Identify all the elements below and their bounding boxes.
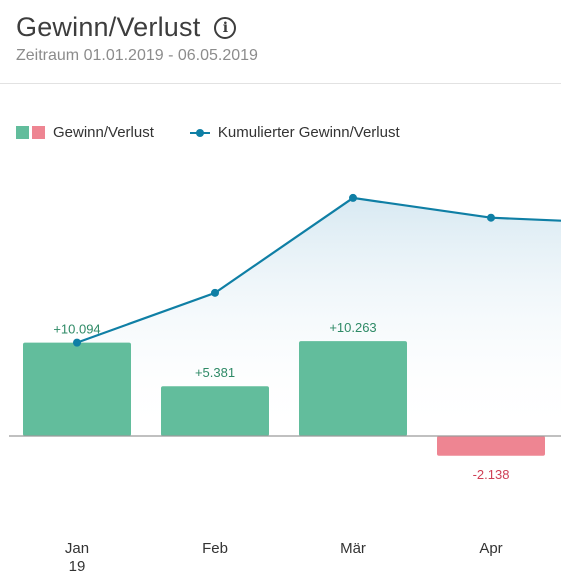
legend-label-line: Kumulierter Gewinn/Verlust bbox=[217, 124, 400, 141]
title-row: Gewinn/Verlust i bbox=[16, 12, 561, 43]
bar-Jan bbox=[23, 342, 131, 436]
bar-value-label: +10.263 bbox=[329, 320, 376, 335]
bar-Apr bbox=[437, 436, 545, 456]
legend-item-line[interactable]: Kumulierter Gewinn/Verlust bbox=[189, 124, 400, 141]
chart-legend: Gewinn/Verlust Kumulierter Gewinn/Verlus… bbox=[16, 124, 400, 141]
bar-Mär bbox=[299, 341, 407, 436]
cumulative-point-Feb bbox=[211, 288, 219, 297]
legend-swatch-negative bbox=[32, 126, 45, 139]
cumulative-point-Mär bbox=[349, 193, 357, 202]
x-tick-label: Feb bbox=[202, 540, 228, 557]
bar-Feb bbox=[161, 386, 269, 436]
chart-title: Gewinn/Verlust bbox=[16, 12, 201, 42]
legend-label-bars: Gewinn/Verlust bbox=[53, 124, 154, 141]
legend-swatch-positive bbox=[16, 126, 29, 139]
legend-swatch-line bbox=[189, 126, 210, 139]
chart-header: Gewinn/Verlust i Zeitraum 01.01.2019 - 0… bbox=[16, 12, 561, 65]
chart-subtitle: Zeitraum 01.01.2019 - 06.05.2019 bbox=[16, 47, 258, 64]
bar-value-label: -2.138 bbox=[473, 467, 510, 482]
x-tick-sublabel: 19 bbox=[69, 558, 86, 575]
header-divider bbox=[0, 83, 561, 84]
bar-value-label: +10.094 bbox=[53, 322, 100, 337]
x-tick-label: Jan bbox=[65, 540, 89, 557]
cumulative-point-Apr bbox=[487, 213, 495, 222]
legend-item-bars[interactable]: Gewinn/Verlust bbox=[16, 124, 154, 141]
bar-value-label: +5.381 bbox=[195, 365, 235, 380]
info-icon[interactable]: i bbox=[214, 16, 237, 39]
cumulative-area bbox=[77, 197, 561, 436]
x-tick-label: Apr bbox=[479, 540, 502, 557]
cumulative-point-Jan bbox=[73, 338, 81, 347]
x-tick-label: Mär bbox=[340, 540, 366, 557]
